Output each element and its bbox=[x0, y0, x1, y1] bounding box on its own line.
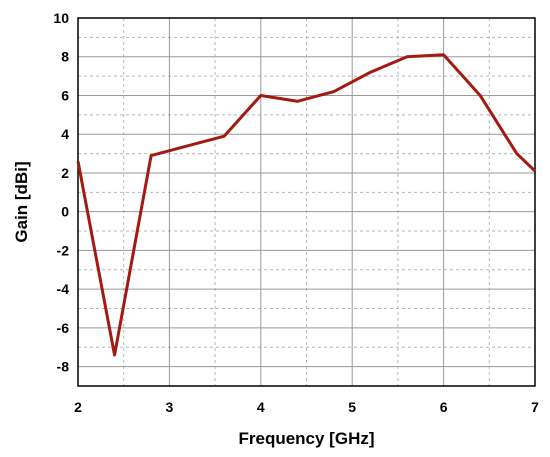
x-tick-label: 7 bbox=[531, 399, 539, 415]
y-tick-label: 4 bbox=[61, 126, 69, 142]
y-tick-label: -8 bbox=[57, 359, 70, 375]
y-axis-label: Gain [dBi] bbox=[12, 161, 31, 242]
y-tick-label: -2 bbox=[57, 242, 70, 258]
plot-frame bbox=[77, 17, 536, 387]
y-tick-label: 6 bbox=[61, 87, 69, 103]
x-tick-label: 4 bbox=[257, 399, 265, 415]
y-tick-label: 2 bbox=[61, 165, 69, 181]
x-axis-label: Frequency [GHz] bbox=[238, 429, 374, 448]
gain-line bbox=[76, 53, 537, 357]
y-tick-label: 10 bbox=[53, 10, 69, 26]
tick-labels: 2 3 4 5 6 7 -8 -6 -4 -2 0 2 4 6 8 10 bbox=[53, 10, 539, 415]
x-tick-label: 3 bbox=[166, 399, 174, 415]
y-tick-label: 0 bbox=[61, 204, 69, 220]
grid bbox=[78, 18, 535, 386]
y-tick-label: -4 bbox=[57, 281, 70, 297]
y-tick-label: 8 bbox=[61, 49, 69, 65]
x-tick-label: 2 bbox=[74, 399, 82, 415]
y-tick-label: -6 bbox=[57, 320, 70, 336]
x-tick-label: 5 bbox=[348, 399, 356, 415]
x-tick-label: 6 bbox=[440, 399, 448, 415]
